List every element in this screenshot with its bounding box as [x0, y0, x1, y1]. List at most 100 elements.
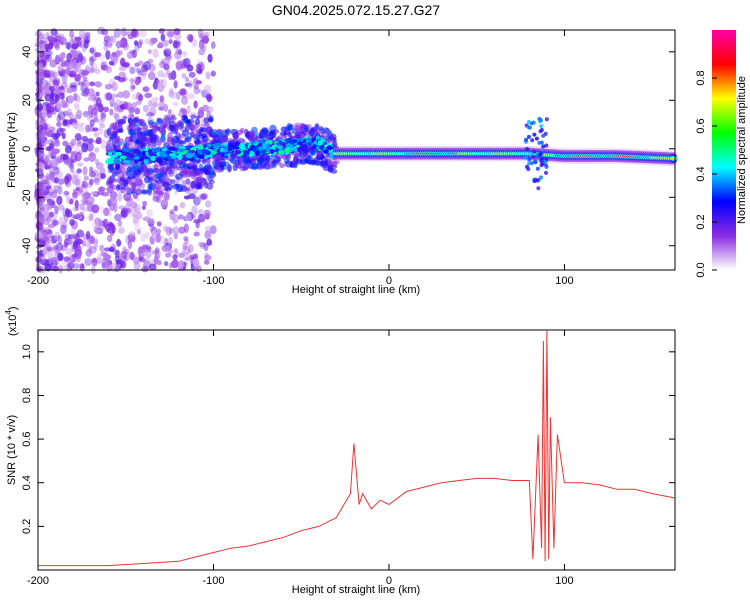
chart-title: GN04.2025.072.15.27.G27 [272, 2, 440, 18]
spectrogram-cell [170, 114, 176, 119]
spectrogram-cell [69, 163, 75, 174]
spectrogram-cell [148, 176, 154, 183]
spectrogram-cell [129, 201, 138, 209]
spectrogram-cell [93, 217, 101, 226]
spectrogram-cell [120, 251, 128, 260]
spectrogram-cell [185, 119, 191, 124]
spectrogram-cell [311, 159, 316, 166]
spectrogram-cell [126, 51, 134, 59]
spectrogram-cell [541, 144, 546, 149]
spectrogram-cell [103, 35, 111, 43]
spectrogram-cell [114, 75, 121, 81]
spectrogram-cell [97, 26, 105, 35]
spectrogram-cell [132, 49, 137, 59]
spectrogram-cell [56, 99, 63, 110]
y-tick-label: -40 [21, 238, 33, 254]
spectrogram-cell [121, 27, 127, 37]
spectrogram-cell [104, 207, 109, 216]
spectrogram-cell [212, 145, 220, 150]
spectrogram-cell [109, 196, 118, 207]
spectrogram-cell [109, 108, 114, 116]
spectrogram-cell [151, 250, 159, 255]
spectrogram-cell [87, 243, 93, 252]
spectrogram-cell [45, 185, 52, 190]
spectrogram-cell [56, 114, 62, 124]
spectrogram-cell [211, 150, 217, 155]
spectrogram-cell [190, 172, 195, 180]
spectrogram-cell [182, 57, 191, 68]
spectrogram-cell [133, 148, 141, 155]
spectrogram-cell [187, 243, 194, 253]
spectrogram-cell [136, 100, 142, 106]
spectrogram-cell [202, 31, 210, 38]
spectrogram-cell [132, 256, 140, 265]
spectrogram-cell [98, 117, 104, 127]
spectrogram-cell [97, 165, 104, 172]
spectrogram-cell [207, 116, 214, 123]
spectrogram-cell [93, 177, 99, 184]
spectrogram-cell [112, 113, 118, 119]
spectrogram-cell [54, 43, 61, 51]
spectrogram-cell [223, 152, 229, 157]
spectrogram-cell [114, 113, 120, 121]
spectrogram-cell [198, 133, 206, 139]
spectrogram-cell [113, 27, 122, 38]
spectrogram-cell [183, 163, 188, 168]
spectrogram-cell [539, 175, 544, 180]
spectrogram-cell [148, 151, 155, 157]
spectrogram-cell [129, 66, 136, 75]
spectrogram-cell [87, 88, 95, 97]
spectrogram-cell [249, 150, 255, 157]
spectrogram-cell [173, 41, 181, 49]
x-tick-label: -100 [202, 575, 224, 587]
spectrogram-cell [53, 185, 60, 190]
spectrogram-cell [190, 180, 196, 189]
spectrogram-cell [142, 164, 148, 173]
spectrogram-cell [155, 195, 162, 204]
spectrogram-cell [165, 165, 170, 172]
spectrogram-cell [43, 123, 48, 131]
spectrogram-cell [178, 252, 186, 259]
spectrogram-cell [108, 35, 113, 43]
spectrogram-cell [179, 201, 186, 209]
spectrogram-cell [106, 157, 115, 161]
spectrogram-cell [104, 83, 113, 90]
spectrogram-cell [57, 185, 63, 195]
spectrogram-cell [136, 41, 143, 49]
spectrogram-cell [89, 68, 95, 74]
spectrogram-cell [122, 151, 128, 156]
spectrogram-cell [173, 248, 179, 254]
spectrogram-cell [60, 265, 69, 271]
spectrogram-cell [88, 126, 95, 133]
spectrogram-cell [35, 152, 44, 158]
spectrogram-cell [37, 141, 43, 149]
spectrogram-cell [103, 92, 111, 101]
spectrogram-cell [203, 37, 209, 45]
spectrogram-cell [192, 124, 199, 133]
spectrogram-cell [204, 180, 209, 189]
spectrogram-cell [36, 102, 44, 112]
spectrogram-cell [61, 75, 68, 84]
spectrogram-cell [133, 122, 140, 127]
spectrogram-cell [254, 150, 261, 156]
spectrogram-cell [144, 92, 153, 99]
spectrogram-cell [125, 170, 132, 177]
spectrogram-cell [87, 138, 94, 144]
spectrogram-cell [131, 93, 137, 101]
spectrogram-cell [94, 228, 103, 234]
spectrogram-cell [158, 28, 165, 34]
spectrogram-cell [82, 242, 90, 247]
spectrogram-cell [141, 205, 146, 210]
spectrogram-cell [133, 158, 139, 164]
spectrogram-cell [138, 39, 144, 45]
spectrogram-cell [535, 166, 540, 171]
spectrogram-cell [116, 138, 124, 144]
spectrogram-cell [160, 199, 169, 208]
spectrogram-cell [192, 258, 200, 268]
spectrogram-cell [217, 131, 224, 138]
spectrogram-cell [49, 211, 58, 222]
spectrogram-cell [297, 137, 304, 142]
spectrogram-cell [147, 100, 153, 108]
spectrogram-cell [168, 39, 173, 44]
